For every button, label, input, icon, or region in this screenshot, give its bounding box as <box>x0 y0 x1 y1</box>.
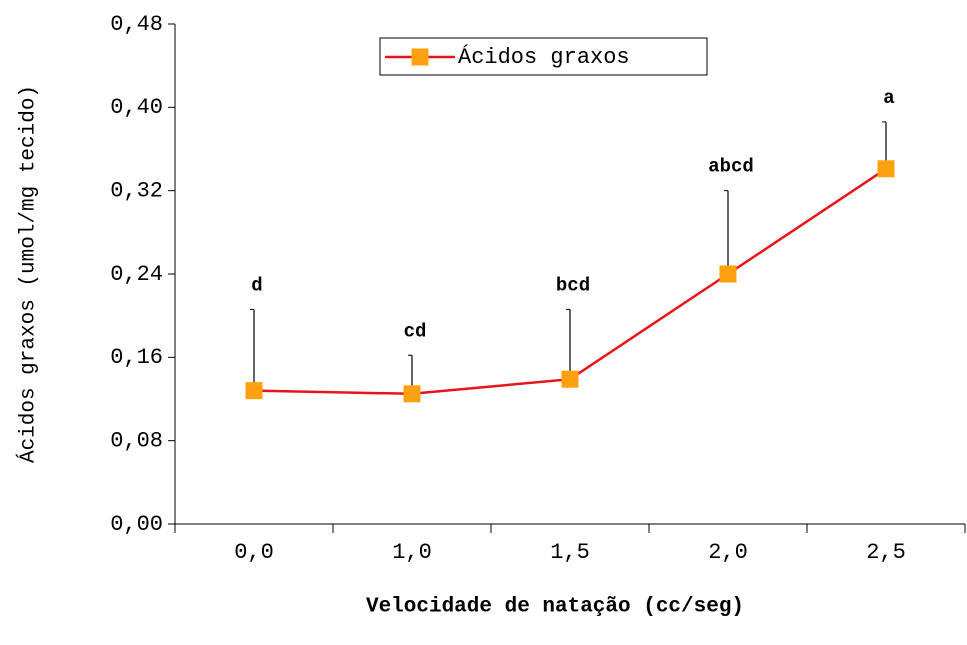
marker <box>245 382 263 400</box>
y-tick-label: 0,32 <box>110 178 163 203</box>
x-tick-label: 1,0 <box>392 540 432 565</box>
marker <box>403 385 421 403</box>
marker <box>877 160 895 178</box>
y-tick-label: 0,00 <box>110 512 163 537</box>
x-tick-label: 0,0 <box>234 540 274 565</box>
annotation: bcd <box>556 274 590 296</box>
legend-marker <box>411 48 429 66</box>
x-tick-label: 2,5 <box>866 540 906 565</box>
y-tick-label: 0,24 <box>110 262 163 287</box>
marker <box>719 265 737 283</box>
legend-label: Ácidos graxos <box>458 44 630 70</box>
marker <box>561 370 579 388</box>
annotation: abcd <box>708 156 754 178</box>
annotation: a <box>883 87 894 109</box>
y-tick-label: 0,48 <box>110 12 163 37</box>
y-tick-label: 0,16 <box>110 345 163 370</box>
x-axis-title: Velocidade de natação (cc/seg) <box>366 596 744 619</box>
annotation: cd <box>404 320 427 342</box>
y-axis-title: Ácidos graxos (umol/mg tecido) <box>17 85 41 463</box>
y-tick-label: 0,40 <box>110 95 163 120</box>
x-tick-label: 1,5 <box>550 540 590 565</box>
x-tick-label: 2,0 <box>708 540 748 565</box>
annotation: d <box>251 274 262 296</box>
y-tick-label: 0,08 <box>110 428 163 453</box>
